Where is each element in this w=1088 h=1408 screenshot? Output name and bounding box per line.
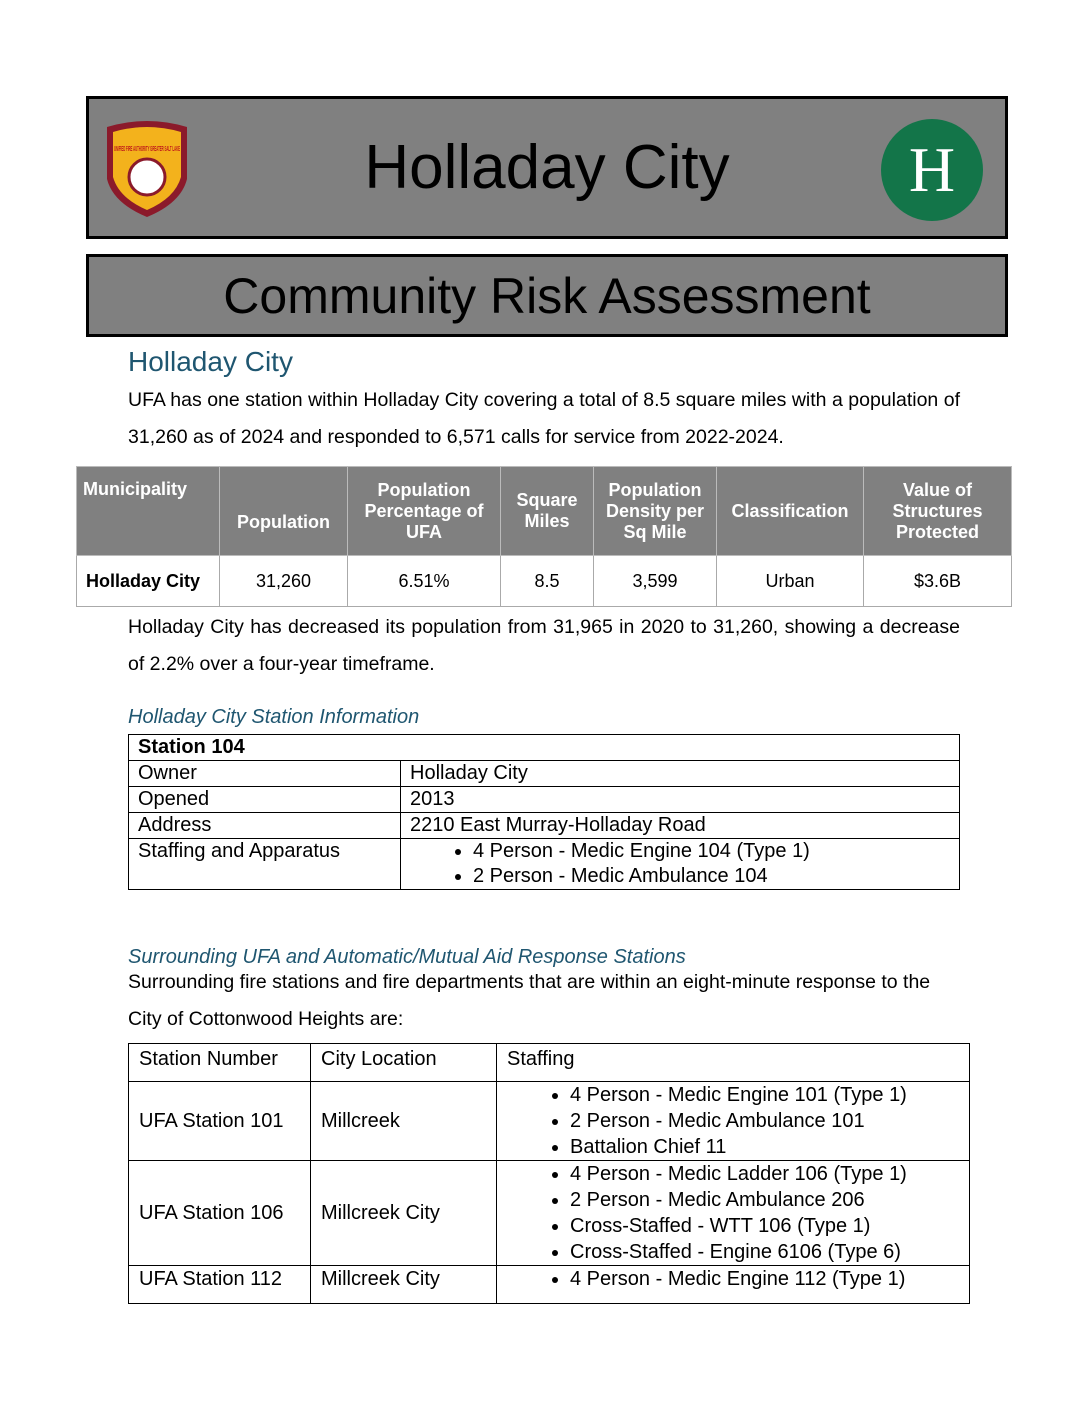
cell-classification: Urban bbox=[716, 555, 864, 607]
list-item: 4 Person - Medic Engine 104 (Type 1) bbox=[473, 839, 950, 864]
table-row: UFA Station 112 Millcreek City 4 Person … bbox=[128, 1265, 970, 1304]
ufa-logo-text: UNIFIED FIRE AUTHORITY GREATER SALT LAKE bbox=[114, 146, 180, 153]
row-value: Holladay City bbox=[400, 760, 960, 787]
cell-station: UFA Station 106 bbox=[128, 1160, 311, 1266]
holladay-city-logo-icon: H bbox=[881, 119, 983, 221]
cell-staffing: 4 Person - Medic Engine 112 (Type 1) bbox=[496, 1265, 970, 1304]
row-label: Owner bbox=[128, 760, 401, 787]
table-row: Staffing and Apparatus 4 Person - Medic … bbox=[128, 838, 960, 890]
cell-municipality: Holladay City bbox=[76, 555, 220, 607]
title-banner: UNIFIED FIRE AUTHORITY GREATER SALT LAKE… bbox=[86, 96, 1008, 239]
table-row: Holladay City 31,260 6.51% 8.5 3,599 Urb… bbox=[76, 555, 1012, 607]
column-header: Population Density per Sq Mile bbox=[593, 466, 717, 556]
column-header: Station Number bbox=[128, 1043, 311, 1082]
column-header: Population Percentage of UFA bbox=[347, 466, 501, 556]
cell-population: 31,260 bbox=[219, 555, 348, 607]
cell-square-miles: 8.5 bbox=[500, 555, 594, 607]
cell-city: Millcreek bbox=[310, 1081, 497, 1161]
row-value: 2210 East Murray-Holladay Road bbox=[400, 812, 960, 839]
cell-station: UFA Station 112 bbox=[128, 1265, 311, 1304]
table-row: UFA Station 101 Millcreek 4 Person - Med… bbox=[128, 1081, 970, 1161]
station-info-table: Station 104 Owner Holladay City Opened 201… bbox=[128, 734, 960, 890]
column-header: Population bbox=[219, 466, 348, 556]
page-title: Holladay City bbox=[364, 133, 730, 202]
list-item: 4 Person - Medic Ladder 106 (Type 1) bbox=[570, 1161, 959, 1187]
surrounding-heading: Surrounding UFA and Automatic/Mutual Aid… bbox=[128, 946, 686, 968]
station-info-heading: Holladay City Station Information bbox=[128, 706, 420, 728]
list-item: 2 Person - Medic Ambulance 104 bbox=[473, 864, 950, 889]
column-header: Value of Structures Protected bbox=[863, 466, 1012, 556]
cell-staffing: 4 Person - Medic Ladder 106 (Type 1) 2 P… bbox=[496, 1160, 970, 1266]
cell-city: Millcreek City bbox=[310, 1265, 497, 1304]
list-item: Cross-Staffed - Engine 6106 (Type 6) bbox=[570, 1239, 959, 1265]
column-header: Square Miles bbox=[500, 466, 594, 556]
population-paragraph: Holladay City has decreased its populati… bbox=[128, 616, 960, 675]
list-item: 2 Person - Medic Ambulance 101 bbox=[570, 1108, 959, 1134]
cell-station: UFA Station 101 bbox=[128, 1081, 311, 1161]
city-logo-letter: H bbox=[908, 134, 956, 205]
surrounding-stations-table: Station Number City Location Staffing UF… bbox=[128, 1043, 970, 1304]
subtitle-banner: Community Risk Assessment bbox=[86, 254, 1008, 337]
table-row: Owner Holladay City bbox=[128, 760, 960, 787]
column-header: Municipality bbox=[76, 466, 220, 556]
table-header-row: Municipality Population Population Perce… bbox=[76, 466, 1012, 556]
table-row: UFA Station 106 Millcreek City 4 Person … bbox=[128, 1160, 970, 1266]
table-row: Opened 2013 bbox=[128, 786, 960, 813]
table-row: Address 2210 East Murray-Holladay Road bbox=[128, 812, 960, 839]
intro-paragraph: UFA has one station within Holladay City… bbox=[128, 389, 960, 448]
row-value: 2013 bbox=[400, 786, 960, 813]
page-subtitle: Community Risk Assessment bbox=[223, 267, 871, 324]
column-header: Staffing bbox=[496, 1043, 970, 1082]
list-item: 4 Person - Medic Engine 101 (Type 1) bbox=[570, 1082, 959, 1108]
cell-city: Millcreek City bbox=[310, 1160, 497, 1266]
cell-percentage: 6.51% bbox=[347, 555, 501, 607]
list-item: 4 Person - Medic Engine 112 (Type 1) bbox=[570, 1266, 959, 1292]
row-label: Opened bbox=[128, 786, 401, 813]
section-heading: Holladay City bbox=[128, 346, 293, 377]
list-item: Cross-Staffed - WTT 106 (Type 1) bbox=[570, 1213, 959, 1239]
surrounding-paragraph: Surrounding fire stations and fire depar… bbox=[128, 971, 931, 1030]
ufa-logo-icon: UNIFIED FIRE AUTHORITY GREATER SALT LAKE bbox=[107, 121, 187, 217]
list-item: Battalion Chief 11 bbox=[570, 1134, 959, 1160]
column-header: Classification bbox=[716, 466, 864, 556]
column-header: City Location bbox=[310, 1043, 497, 1082]
table-header-row: Station Number City Location Staffing bbox=[128, 1043, 970, 1082]
cell-density: 3,599 bbox=[593, 555, 717, 607]
summary-table: Municipality Population Population Perce… bbox=[76, 466, 1012, 607]
row-label: Staffing and Apparatus bbox=[128, 838, 401, 890]
cell-value: $3.6B bbox=[863, 555, 1012, 607]
row-label: Address bbox=[128, 812, 401, 839]
staffing-list: 4 Person - Medic Engine 104 (Type 1) 2 P… bbox=[400, 838, 960, 890]
cell-staffing: 4 Person - Medic Engine 101 (Type 1) 2 P… bbox=[496, 1081, 970, 1161]
station-name: Station 104 bbox=[128, 734, 960, 761]
list-item: 2 Person - Medic Ambulance 206 bbox=[570, 1187, 959, 1213]
